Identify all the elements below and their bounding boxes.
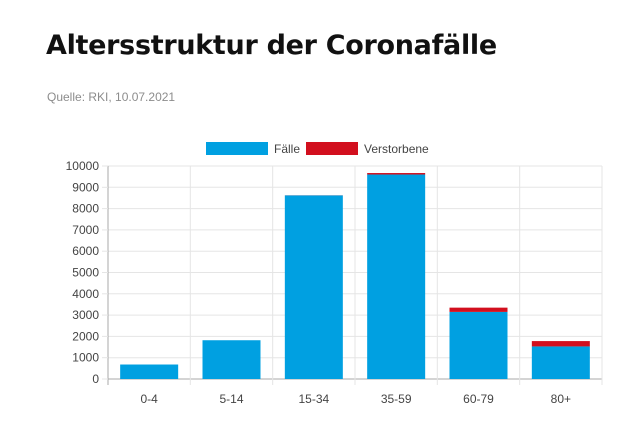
y-tick-label: 7000 <box>72 223 99 237</box>
axes <box>102 165 108 380</box>
bar-faelle[interactable] <box>531 346 590 379</box>
bar-faelle[interactable] <box>367 174 426 379</box>
x-tick-label: 60-79 <box>463 392 494 406</box>
legend-item-faelle[interactable]: Fälle <box>206 142 300 156</box>
chart-title: Altersstruktur der Coronafälle <box>46 30 497 61</box>
legend-swatch <box>306 142 358 155</box>
bar-verstorbene[interactable] <box>449 307 508 312</box>
bar-faelle[interactable] <box>120 364 179 379</box>
x-tick-labels: 0-4 5-14 15-34 35-59 60-79 80+ <box>140 392 571 406</box>
legend[interactable]: Fälle Verstorbene <box>206 142 429 156</box>
bars <box>120 173 590 379</box>
x-tick-label: 35-59 <box>381 392 412 406</box>
x-tick-label: 80+ <box>551 392 571 406</box>
bar-faelle[interactable] <box>202 340 261 379</box>
legend-label: Verstorbene <box>364 142 429 156</box>
y-tick-label: 5000 <box>72 266 99 280</box>
y-tick-label: 3000 <box>72 308 99 322</box>
chart-source: Quelle: RKI, 10.07.2021 <box>47 90 176 104</box>
y-tick-label: 8000 <box>72 202 99 216</box>
legend-label: Fälle <box>274 142 300 156</box>
bar-faelle[interactable] <box>449 311 508 379</box>
legend-item-verstorbene[interactable]: Verstorbene <box>306 142 429 156</box>
y-tick-label: 9000 <box>72 180 99 194</box>
bar-verstorbene[interactable] <box>367 173 426 175</box>
y-tick-label: 2000 <box>72 329 99 343</box>
y-tick-label: 0 <box>92 372 99 386</box>
y-tick-label: 10000 <box>66 159 100 173</box>
bar-verstorbene[interactable] <box>531 341 590 347</box>
y-tick-label: 6000 <box>72 244 99 258</box>
y-tick-labels: 0 1000 2000 3000 4000 5000 6000 7000 8000 9000 100… <box>66 159 100 386</box>
legend-swatch <box>206 142 268 155</box>
grid-lines <box>107 165 603 385</box>
x-tick-label: 5-14 <box>219 392 243 406</box>
bar-faelle[interactable] <box>284 195 343 379</box>
x-tick-label: 0-4 <box>140 392 158 406</box>
x-tick-label: 15-34 <box>298 392 329 406</box>
y-tick-label: 1000 <box>72 351 99 365</box>
y-tick-label: 4000 <box>72 287 99 301</box>
